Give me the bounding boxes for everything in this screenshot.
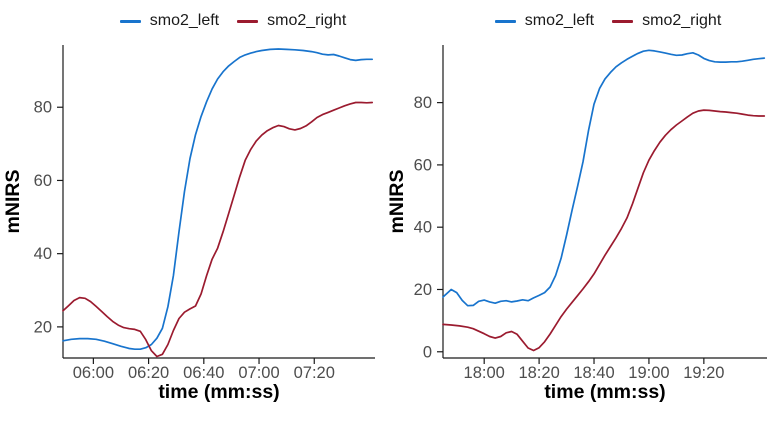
x-tick-label: 07:00 [238, 364, 279, 382]
y-tick-label: 80 [34, 99, 52, 117]
y-tick-label: 0 [423, 343, 432, 361]
left-panel: 20 40 60 80 06:00 06:20 06:40 07:00 07:20 time (m… [2, 12, 375, 403]
x-axis-title: time (mm:ss) [158, 381, 279, 403]
x-axis-title: time (mm:ss) [544, 381, 665, 403]
right-chart-canvas: 0 20 40 60 80 18:00 18:20 18:40 19:00 19:20 time (… [386, 45, 767, 403]
x-tick-label: 06:00 [73, 364, 114, 382]
x-tick-label: 07:20 [294, 364, 335, 382]
x-tick-label: 19:20 [683, 364, 724, 382]
y-tick-label: 60 [34, 172, 52, 190]
y-tick-label: 20 [414, 281, 432, 299]
left-chart-canvas: 20 40 60 80 06:00 06:20 06:40 07:00 07:20 time (m… [2, 45, 375, 403]
y-tick-label: 20 [34, 318, 52, 336]
x-tick-label: 19:00 [628, 364, 669, 382]
x-tick-label: 06:40 [183, 364, 224, 382]
y-axis-title: mNIRS [386, 170, 408, 234]
x-tick-label: 06:20 [128, 364, 169, 382]
x-tick-label: 18:00 [464, 364, 505, 382]
y-tick-label: 40 [34, 245, 52, 263]
y-tick-label: 80 [414, 94, 432, 112]
series-line-smo2_left [62, 48, 374, 351]
series-line-smo2_right [442, 109, 766, 352]
x-tick-label: 18:40 [573, 364, 614, 382]
series-line-smo2_right [62, 101, 374, 358]
y-tick-label: 40 [414, 219, 432, 237]
x-tick-label: 18:20 [518, 364, 559, 382]
y-tick-label: 60 [414, 156, 432, 174]
right-panel: 0 20 40 60 80 18:00 18:20 18:40 19:00 19:20 time (… [384, 0, 768, 422]
y-axis-title: mNIRS [2, 170, 24, 234]
series-line-smo2_left [442, 49, 766, 307]
